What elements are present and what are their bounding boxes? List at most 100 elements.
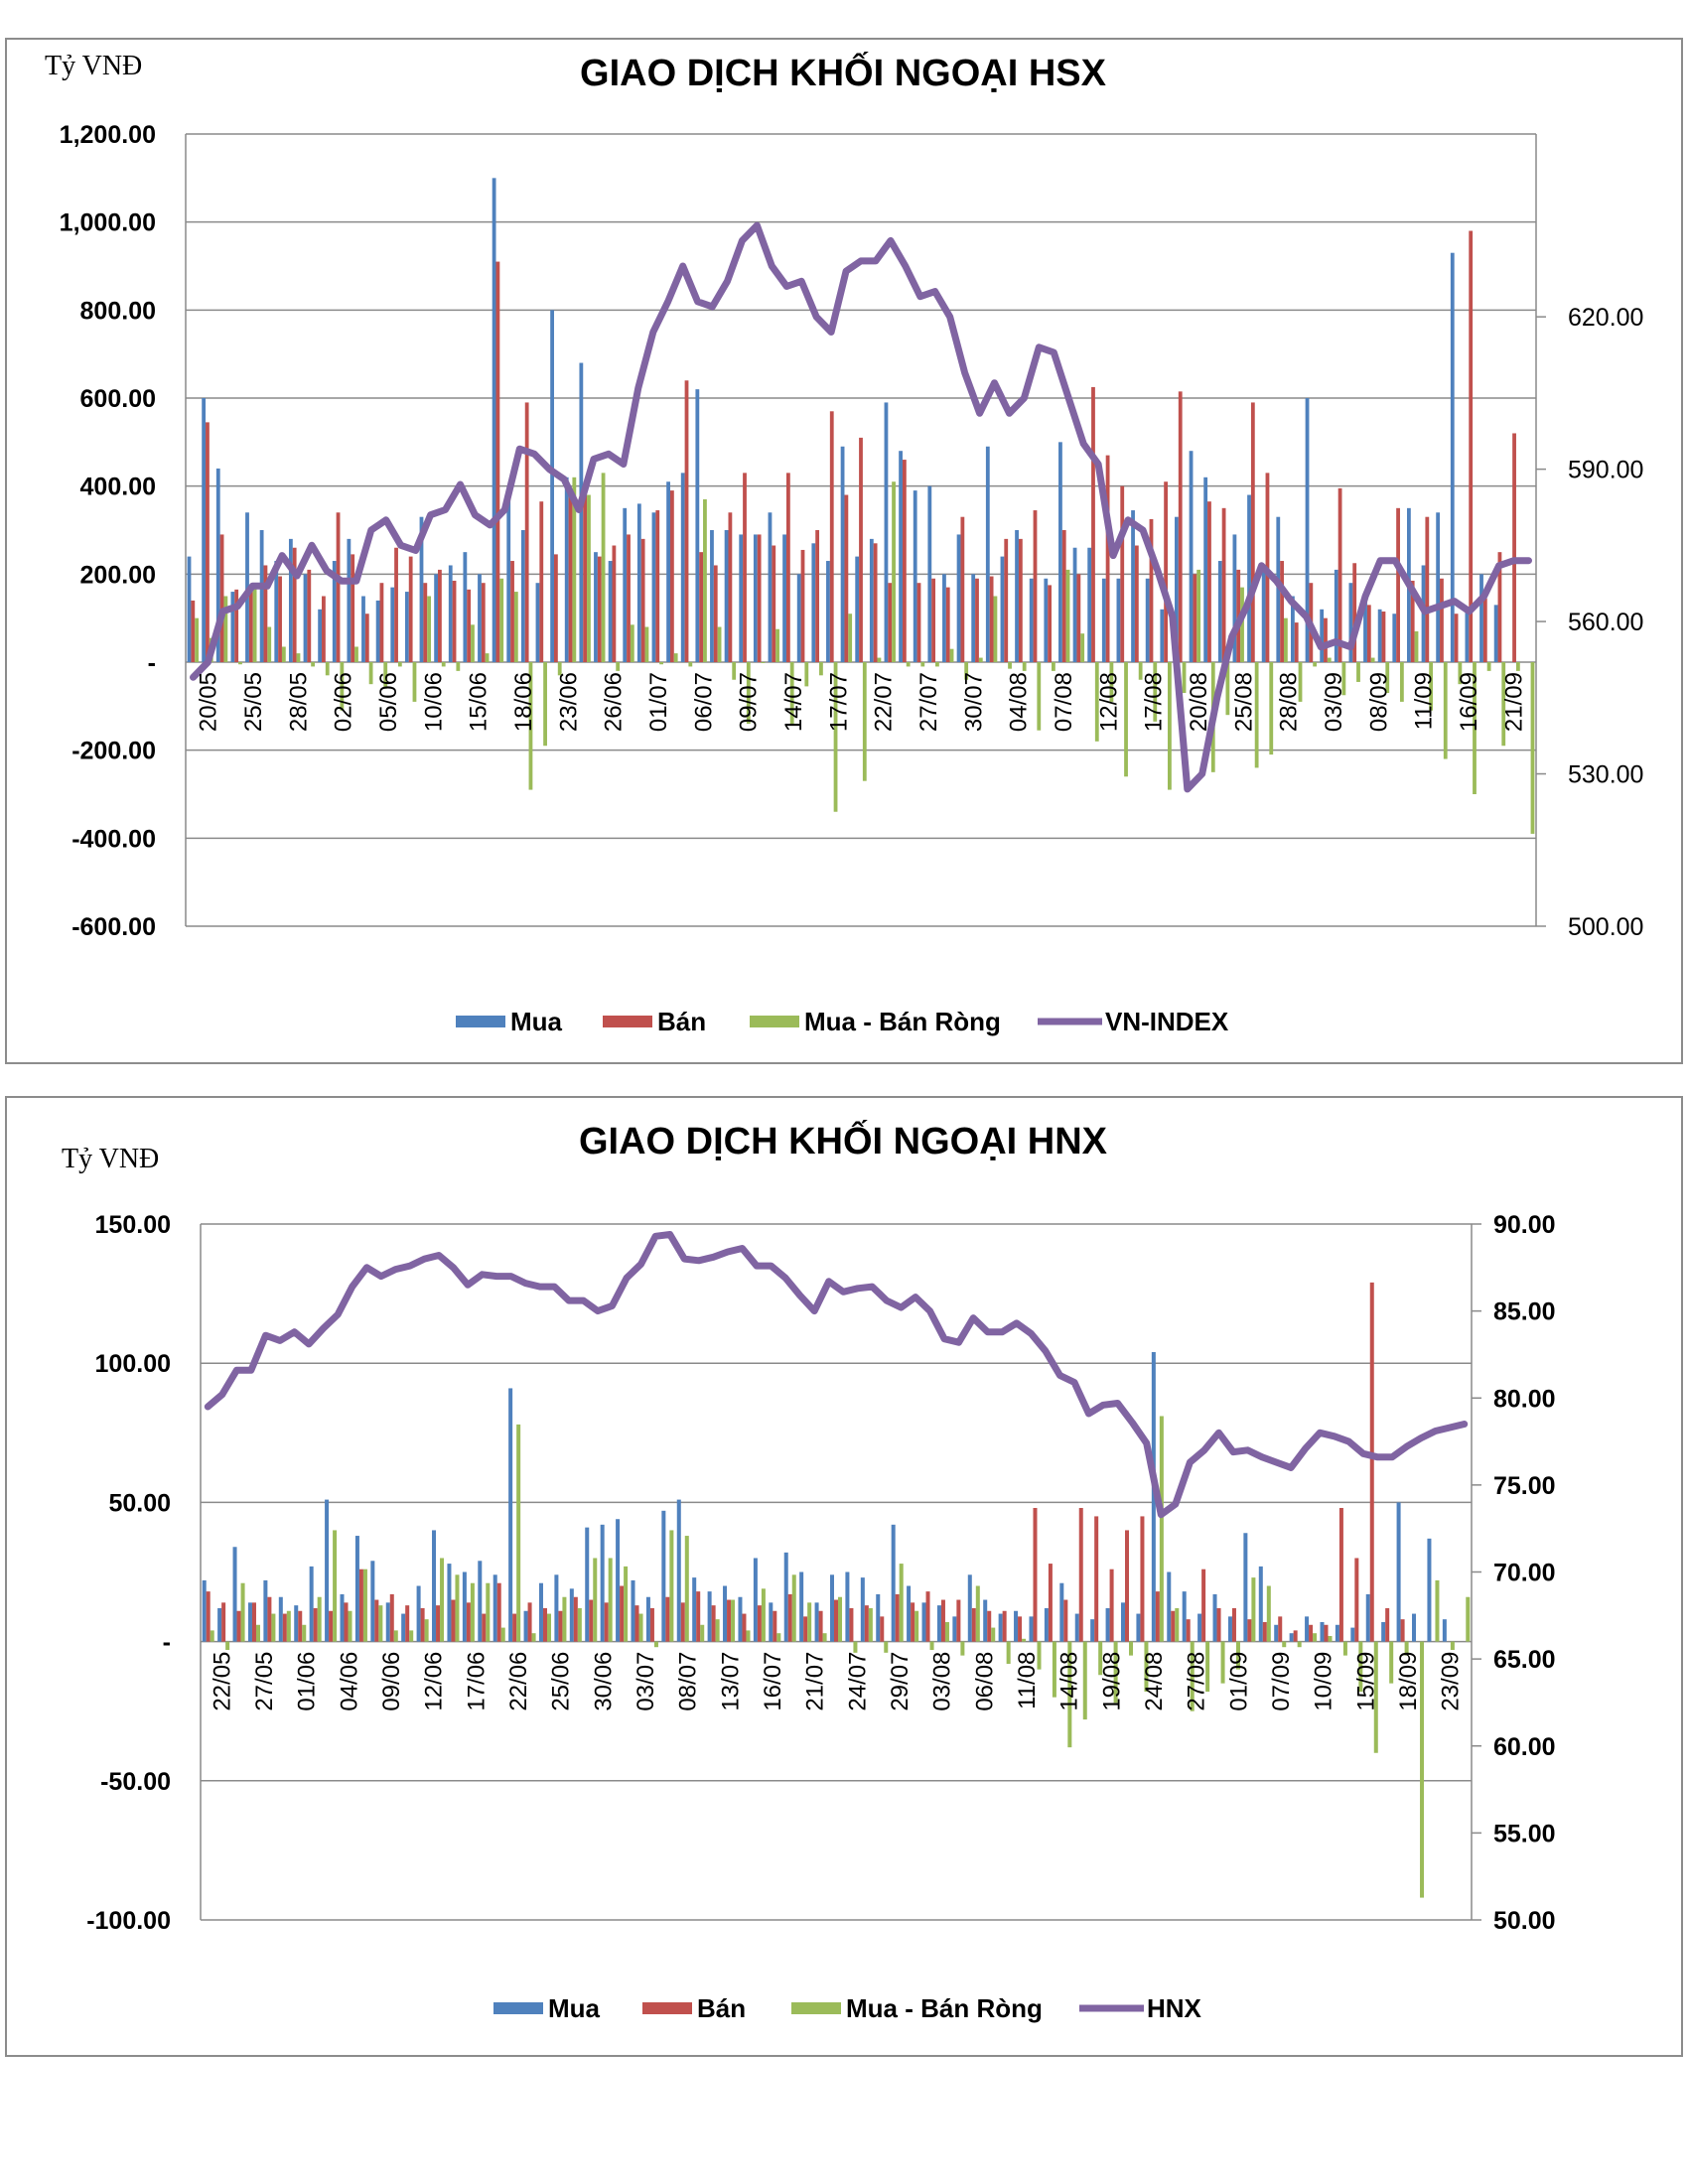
bar-ban	[604, 1602, 609, 1642]
bar-ban	[219, 534, 224, 662]
bar-mua-ban-rong	[543, 662, 547, 747]
bar-mua-ban-rong	[223, 596, 228, 662]
bar-mua-ban-rong	[500, 1627, 505, 1642]
x-tick-label: 18/06	[510, 672, 537, 732]
bar-mua	[585, 1527, 590, 1642]
bar-mua-ban-rong	[440, 1558, 445, 1642]
bar-mua	[1087, 547, 1092, 662]
bar-mua	[318, 609, 323, 662]
bar-mua	[927, 485, 932, 662]
bar-mua	[1175, 516, 1179, 662]
bar-mua	[769, 1602, 774, 1642]
x-tick-label: 27/07	[915, 672, 942, 732]
bar-ban	[206, 1591, 211, 1642]
bar-ban	[389, 1593, 394, 1642]
bar-ban	[263, 565, 268, 662]
bar-ban	[1078, 1508, 1083, 1642]
bar-mua	[738, 1596, 743, 1642]
bar-mua-ban-rong	[593, 1558, 598, 1642]
bar-mua	[594, 552, 598, 662]
legend-label: HNX	[1147, 1993, 1202, 2023]
bar-mua-ban-rong	[1254, 662, 1259, 768]
x-tick-label: 07/09	[1268, 1652, 1295, 1711]
bar-mua	[463, 552, 468, 662]
bar-mua-ban-rong	[286, 1610, 291, 1642]
bar-mua	[1044, 578, 1049, 662]
bar-ban	[1178, 391, 1183, 662]
bar-mua-ban-rong	[1182, 662, 1187, 694]
bar-mua-ban-rong	[1429, 662, 1434, 711]
bar-mua	[884, 402, 889, 662]
x-tick-label: 15/06	[466, 672, 492, 732]
bar-ban	[895, 1593, 900, 1642]
y-tick-label: 1,200.00	[60, 121, 156, 149]
bar-ban	[1440, 578, 1444, 662]
bar-mua-ban-rong	[255, 1624, 260, 1642]
bar-ban	[925, 1591, 930, 1642]
bar-mua	[564, 477, 569, 662]
x-tick-label: 28/05	[285, 672, 312, 732]
bar-mua-ban-rong	[470, 1582, 475, 1642]
bar-mua	[1258, 1566, 1263, 1642]
bar-mua	[1182, 1591, 1187, 1642]
bar-mua-ban-rong	[1190, 1641, 1195, 1711]
bar-ban	[1309, 1624, 1314, 1642]
y2-tick-label: 500.00	[1568, 913, 1643, 941]
bar-ban	[833, 1599, 839, 1642]
chart-panel-hsx: GIAO DỊCH KHỐI NGOẠI HSX Tỷ VNĐ -600.00-…	[5, 38, 1683, 1064]
x-tick-label: 11/09	[1411, 672, 1438, 730]
x-tick-label: 02/06	[331, 672, 357, 732]
bar-mua	[347, 538, 352, 662]
bar-mua	[1335, 1624, 1339, 1642]
bar-ban	[1171, 1610, 1176, 1642]
bar-mua-ban-rong	[1443, 662, 1448, 759]
bar-ban	[665, 1596, 670, 1642]
bar-mua-ban-rong	[1098, 1641, 1103, 1676]
bar-mua	[631, 1579, 635, 1642]
bar-mua-ban-rong	[1022, 1638, 1027, 1642]
bar-ban	[1247, 1619, 1252, 1642]
bar-mua-ban-rong	[804, 662, 809, 687]
bar-ban	[728, 512, 733, 662]
bar-ban	[1002, 1610, 1007, 1642]
chart-title: GIAO DỊCH KHỐI NGOẠI HNX	[579, 1118, 1108, 1162]
x-tick-label: 01/06	[294, 1652, 321, 1711]
bar-mua-ban-rong	[354, 646, 358, 662]
bar-ban	[1048, 585, 1053, 662]
bar-mua-ban-rong	[746, 1630, 751, 1642]
bar-ban	[818, 1610, 823, 1642]
x-tick-label: 06/08	[971, 1652, 998, 1711]
bar-mua	[692, 1577, 697, 1642]
bar-mua-ban-rong	[1373, 1641, 1378, 1753]
bar-ban	[634, 1605, 639, 1642]
bar-ban	[379, 583, 384, 662]
bar-ban	[1385, 1607, 1390, 1642]
bar-ban	[1164, 481, 1168, 662]
bar-mua-ban-rong	[644, 626, 649, 662]
bar-ban	[1482, 598, 1487, 662]
bar-mua-ban-rong	[1282, 1641, 1287, 1648]
bar-mua-ban-rong	[455, 1574, 460, 1642]
bar-ban	[1193, 574, 1197, 662]
bar-mua-ban-rong	[1225, 662, 1230, 716]
bar-ban	[405, 1605, 410, 1642]
bar-mua	[217, 1607, 222, 1642]
bar-mua-ban-rong	[1124, 662, 1128, 777]
bar-mua-ban-rong	[340, 662, 345, 711]
bar-ban	[234, 589, 239, 662]
bar-mua-ban-rong	[1414, 630, 1419, 662]
bar-mua-ban-rong	[1515, 662, 1520, 671]
bar-mua	[942, 574, 946, 662]
bar-ban	[1231, 1607, 1236, 1642]
y-tick-label: 1,000.00	[60, 209, 156, 237]
x-tick-label: 23/09	[1438, 1652, 1465, 1711]
bar-mua-ban-rong	[516, 1424, 521, 1642]
bar-mua	[187, 556, 192, 662]
y2-tick-label: 75.00	[1493, 1472, 1556, 1500]
bar-mua-ban-rong	[238, 662, 242, 665]
bar-ban	[1109, 1569, 1114, 1642]
bar-mua	[508, 1388, 513, 1642]
bar-ban	[1033, 1508, 1038, 1642]
bar-mua-ban-rong	[601, 473, 606, 662]
x-tick-label: 23/06	[555, 672, 582, 732]
